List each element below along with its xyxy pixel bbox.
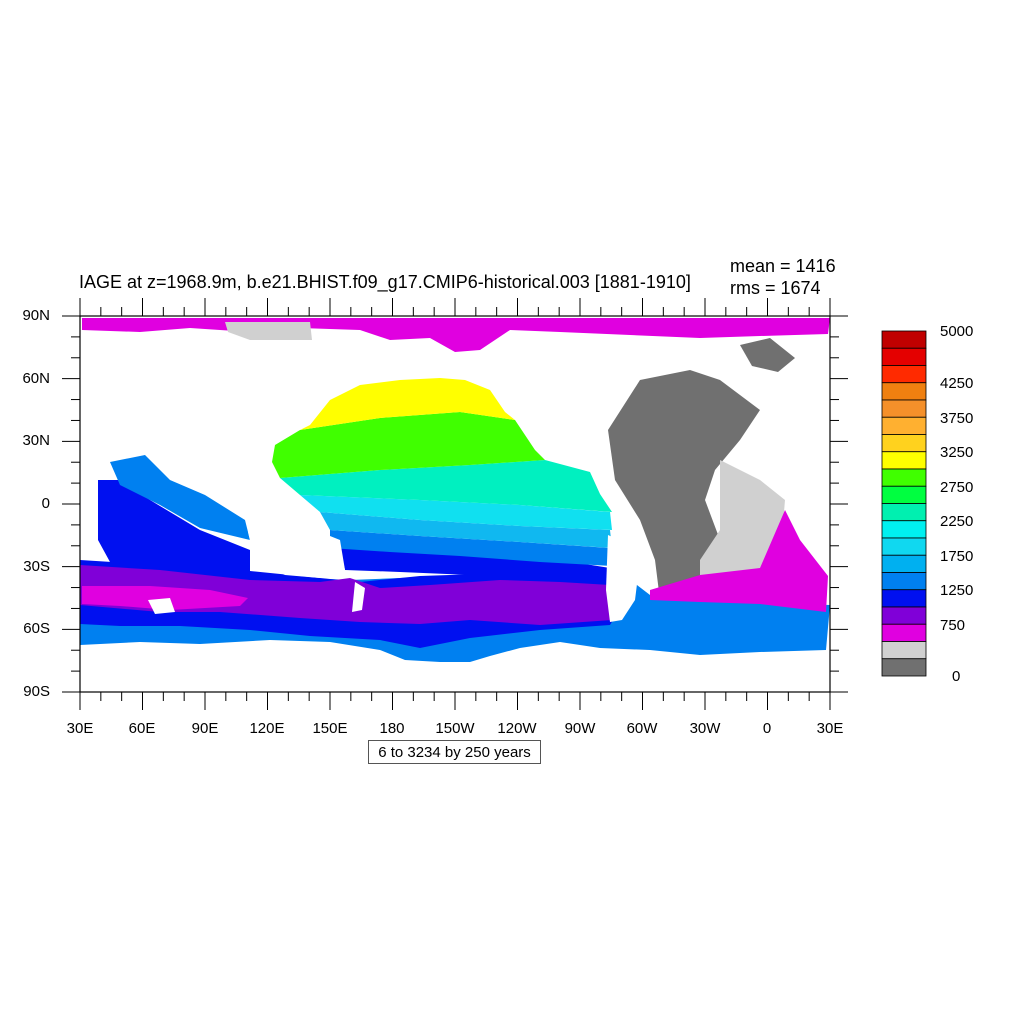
- indian-ocean-midblue: [110, 455, 250, 540]
- atlantic-magenta: [650, 510, 828, 612]
- colorbar-label-2250: 2250: [940, 513, 974, 530]
- lon-label-150w: 150W: [435, 720, 475, 737]
- colorbar-label-5000: 5000: [940, 323, 974, 340]
- lon-label-120w: 120W: [497, 720, 537, 737]
- colorbar: [881, 330, 927, 677]
- indian-ocean-blue: [98, 480, 250, 578]
- colorbar-box: [881, 554, 927, 573]
- lon-label-180: 180: [379, 720, 405, 737]
- mean-label: mean = 1416: [730, 256, 836, 276]
- rms-label: rms = 1674: [730, 278, 821, 298]
- pacific-green: [272, 412, 545, 478]
- colorbar-box: [881, 520, 927, 539]
- lon-label-90e: 90E: [191, 720, 219, 737]
- colorbar-box: [881, 382, 927, 401]
- lat-label-60s: 60S: [23, 620, 50, 637]
- lat-label-30s: 30S: [23, 558, 50, 575]
- colorbar-box: [881, 399, 927, 418]
- atlantic-lightgray: [700, 460, 785, 582]
- pacific-yellow: [300, 378, 515, 430]
- lon-label-30e: 30E: [66, 720, 94, 737]
- pacific-midblue: [330, 530, 612, 566]
- arctic-gray-patch: [225, 322, 312, 340]
- colorbar-box: [881, 572, 927, 591]
- pacific-teal: [280, 460, 612, 512]
- greenland-gray: [740, 338, 795, 372]
- colorbar-box: [881, 434, 927, 453]
- atlantic-gray: [608, 370, 760, 600]
- contour-info-box: 6 to 3234 by 250 years: [368, 740, 541, 764]
- colorbar-box: [881, 347, 927, 366]
- land-masses: [148, 455, 640, 622]
- lon-label-60e: 60E: [128, 720, 156, 737]
- colorbar-label-2750: 2750: [940, 479, 974, 496]
- colorbar-label-4250: 4250: [940, 375, 974, 392]
- colorbar-box: [881, 365, 927, 384]
- colorbar-box: [881, 451, 927, 470]
- lon-label-30e-right: 30E: [816, 720, 844, 737]
- africa-tip: [148, 598, 175, 614]
- colorbar-box: [881, 658, 927, 677]
- new-zealand: [352, 582, 365, 612]
- lon-label-0: 0: [762, 720, 772, 737]
- colorbar-label-1250: 1250: [940, 582, 974, 599]
- colorbar-box: [881, 416, 927, 435]
- south-america: [606, 535, 640, 622]
- lat-label-90n: 90N: [22, 307, 50, 324]
- australia: [248, 520, 345, 578]
- lat-label-eq: 0: [41, 495, 50, 512]
- colorbar-label-750: 750: [940, 617, 966, 634]
- pacific-blue: [340, 548, 610, 580]
- ocean-field: [80, 318, 830, 662]
- lon-label-150e: 150E: [312, 720, 348, 737]
- pacific-cyan: [300, 495, 612, 530]
- colorbar-box: [881, 606, 927, 625]
- axis-ticks: [62, 298, 848, 710]
- lon-label-30w: 30W: [689, 720, 721, 737]
- map-title: IAGE at z=1968.9m, b.e21.BHIST.f09_g17.C…: [79, 272, 691, 292]
- colorbar-box: [881, 589, 927, 608]
- colorbar-label-3750: 3750: [940, 410, 974, 427]
- lat-label-60n: 60N: [22, 370, 50, 387]
- lat-label-30n: 30N: [22, 432, 50, 449]
- colorbar-box: [881, 503, 927, 522]
- colorbar-box: [881, 641, 927, 660]
- colorbar-label-1750: 1750: [940, 548, 974, 565]
- colorbar-label-0: 0: [952, 668, 961, 685]
- colorbar-box: [881, 537, 927, 556]
- lon-label-90w: 90W: [564, 720, 596, 737]
- colorbar-box: [881, 330, 927, 349]
- south-indian-magenta: [82, 586, 248, 610]
- colorbar-box: [881, 623, 927, 642]
- lon-label-120e: 120E: [249, 720, 285, 737]
- asia: [200, 455, 270, 500]
- southern-ocean-purple: [80, 565, 612, 625]
- colorbar-label-3250: 3250: [940, 444, 974, 461]
- colorbar-box: [881, 485, 927, 504]
- lon-label-60w: 60W: [626, 720, 658, 737]
- colorbar-box: [881, 468, 927, 487]
- pacific-sky: [320, 512, 612, 548]
- lat-label-90s: 90S: [23, 683, 50, 700]
